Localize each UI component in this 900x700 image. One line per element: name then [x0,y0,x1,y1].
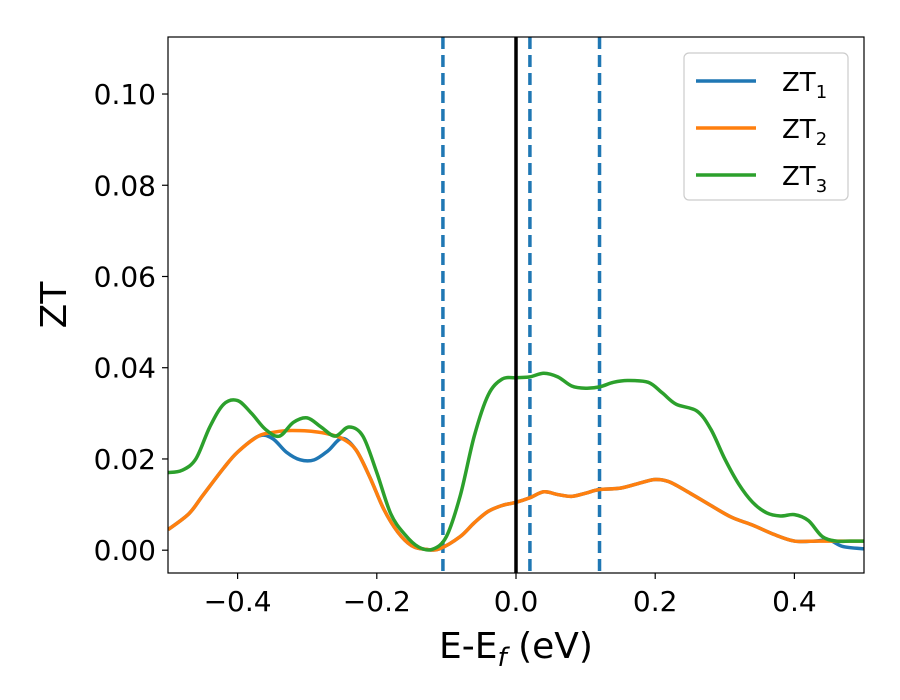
x-axis: −0.4 −0.2 0.0 0.2 0.4 [204,573,817,618]
series-layer [168,371,864,552]
y-tick-label: 0.10 [94,78,156,111]
y-tick-label: 0.02 [94,443,156,476]
x-tick-label: −0.2 [343,585,411,618]
x-tick-label: 0.0 [494,585,539,618]
legend-label-zt1: ZT1 [782,68,827,103]
y-tick-label: 0.04 [94,352,156,385]
x-axis-label: E-Ef (eV) [439,626,593,673]
x-tick-label: 0.2 [633,585,678,618]
x-axis-label-tail: (eV) [507,626,593,667]
y-axis: 0.00 0.02 0.04 0.06 0.08 0.10 [94,78,168,567]
x-tick-label: −0.4 [204,585,272,618]
y-axis-label: ZT [34,281,75,329]
legend-label-zt3: ZT3 [782,162,827,197]
series-line-zt3 [168,371,864,552]
x-tick-label: 0.4 [772,585,817,618]
legend: ZT1 ZT2 ZT3 [683,52,849,201]
y-tick-label: 0.08 [94,169,156,202]
y-tick-label: 0.00 [94,534,156,567]
legend-label-zt2: ZT2 [782,115,827,150]
x-axis-label-main: E-E [439,626,497,667]
y-tick-label: 0.06 [94,260,156,293]
reference-lines [441,37,602,573]
legend-box [683,52,849,201]
